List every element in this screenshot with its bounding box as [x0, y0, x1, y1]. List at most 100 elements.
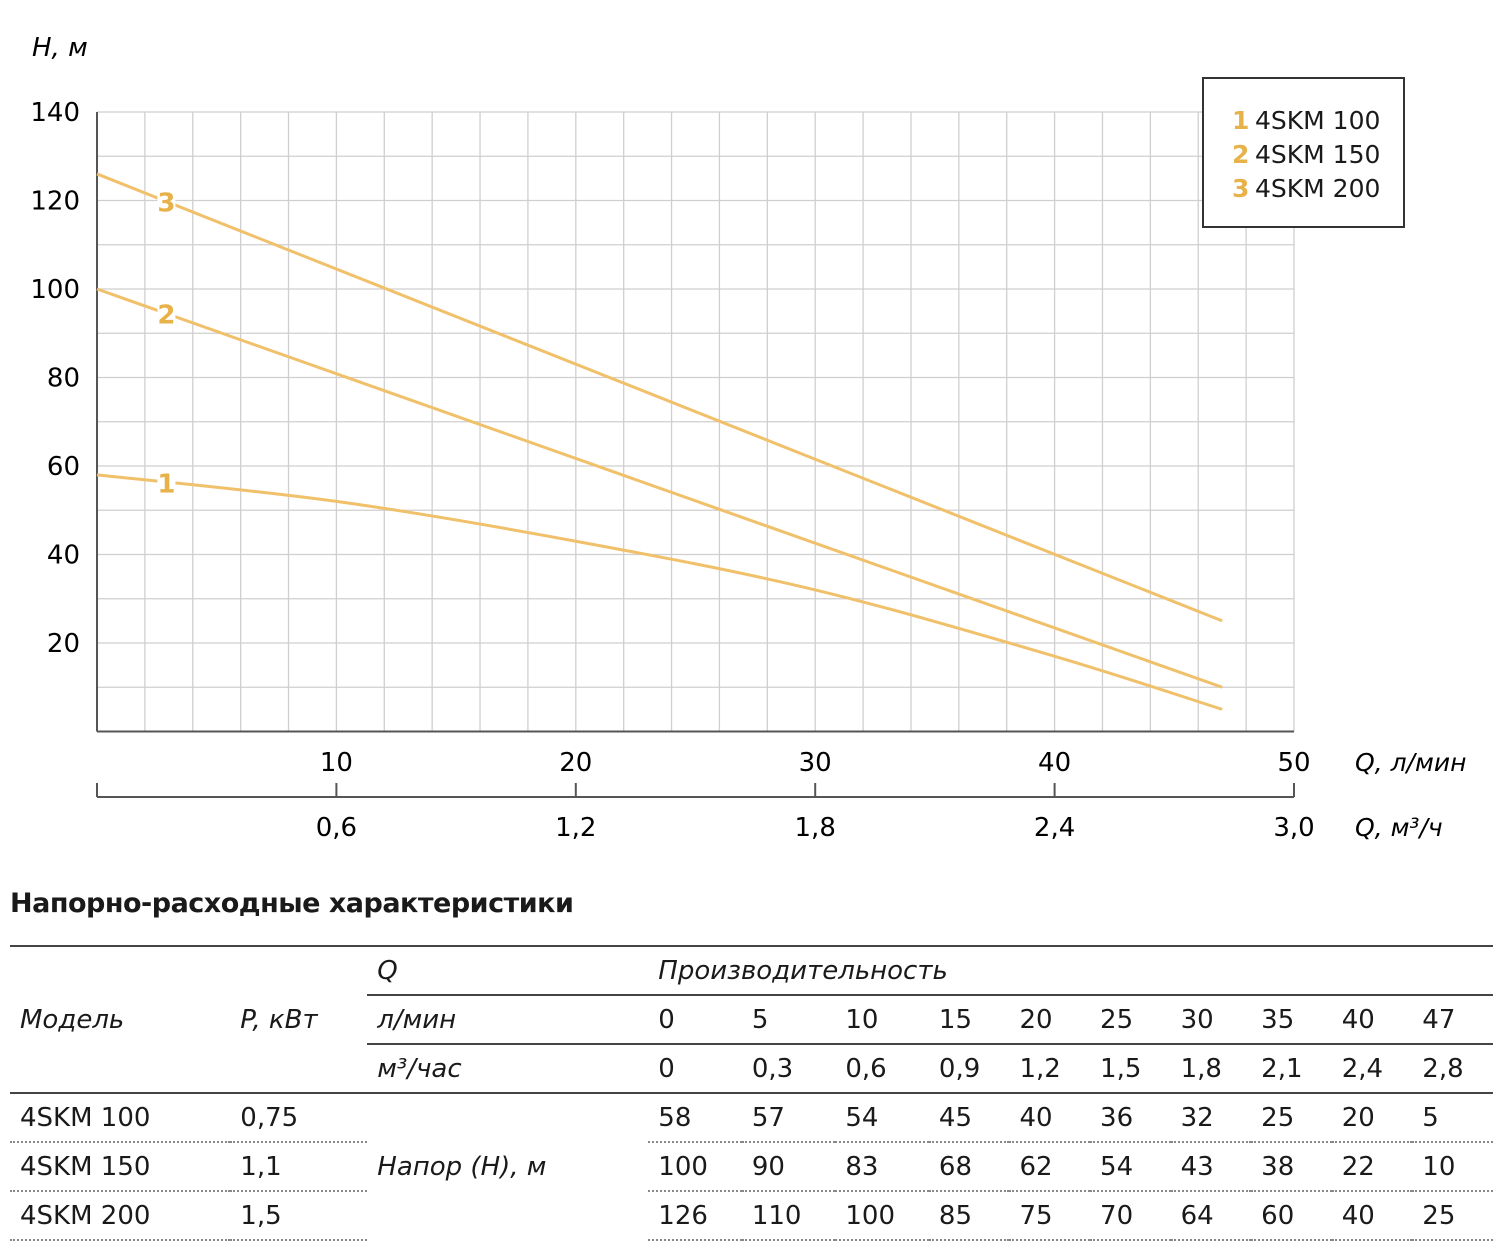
legend-entry: 4SKM 100	[1255, 106, 1380, 135]
m3-value: 0,9	[938, 1053, 981, 1084]
y-tick-label: 100	[30, 275, 80, 305]
lmin-value: 25	[1090, 995, 1171, 1045]
x2-tick-label: 3,0	[1273, 813, 1314, 843]
series-label: 1	[157, 470, 175, 500]
x-tick-label: 30	[799, 748, 832, 778]
y-tick-label: 120	[30, 187, 80, 217]
pump-performance-chart: 20 40 60 80 100 120 140 10 20 30 40 50 0,6 1,2 1,8 2,4 3…	[30, 33, 1466, 843]
y-tick-label: 80	[47, 364, 80, 394]
model-name: 4SKM 100	[10, 1092, 231, 1143]
head-value: 25	[1412, 1191, 1493, 1241]
y-tick-label: 40	[47, 541, 80, 571]
y-tick-label: 60	[47, 452, 80, 482]
m3-value: 2,4	[1341, 1053, 1384, 1084]
head-value: 70	[1090, 1191, 1171, 1241]
power-value: 1,5	[230, 1191, 368, 1241]
header-row: Модель P, кВт Q Производительность	[10, 945, 1493, 1093]
header-m3: м³/час	[377, 1053, 462, 1084]
head-value: 54	[835, 1092, 929, 1143]
series-label-bg	[157, 299, 176, 326]
header-lmin: л/мин	[367, 995, 649, 1045]
series-label: 2	[157, 301, 175, 331]
head-value: 38	[1251, 1142, 1332, 1192]
header-power: P, кВт	[230, 945, 368, 1093]
table-row: 4SKM 200 1,5 126 110 100 85 75 70 64 60 40 25	[10, 1191, 1493, 1241]
x2-axis-label: Q, м³/ч	[1355, 813, 1443, 842]
head-label: Напор (H), м	[367, 1092, 649, 1240]
head-value: 75	[1009, 1191, 1091, 1241]
head-value: 57	[741, 1092, 836, 1143]
lmin-value: 30	[1170, 995, 1252, 1045]
head-value: 110	[741, 1191, 836, 1241]
head-value: 83	[835, 1142, 929, 1192]
head-value: 100	[835, 1191, 929, 1241]
series-lines: 1 2 3	[96, 172, 1223, 711]
head-value: 68	[928, 1142, 1010, 1192]
lmin-value: 0	[648, 995, 742, 1045]
head-value: 54	[1090, 1142, 1171, 1192]
m3-value: 1,8	[1180, 1053, 1222, 1084]
x2-tick-label: 1,2	[555, 813, 596, 843]
series-label-bg	[157, 468, 176, 495]
m3-value: 0,6	[845, 1053, 887, 1084]
x2-tick-label: 0,6	[316, 813, 357, 843]
head-value: 40	[1009, 1092, 1091, 1143]
m3-value: 2,8	[1422, 1053, 1464, 1084]
header-q: Q	[367, 945, 649, 996]
head-value: 25	[1251, 1092, 1332, 1143]
grid	[96, 111, 1295, 732]
power-value: 0,75	[230, 1092, 368, 1143]
head-value: 126	[648, 1191, 742, 1241]
head-value: 32	[1170, 1092, 1252, 1143]
axes: 20 40 60 80 100 120 140 10 20 30 40 50 0,6 1,2 1,8 2,4 3…	[30, 98, 1314, 843]
series-label: 3	[157, 189, 175, 219]
lmin-value: 40	[1331, 995, 1413, 1045]
performance-table: Модель P, кВт Q Производительность л/мин 0 5 10…	[10, 945, 1493, 1241]
table-title: Напорно-расходные характеристики	[10, 888, 574, 919]
m3-value: 1,2	[1019, 1053, 1061, 1084]
legend-number: 3	[1232, 174, 1249, 203]
legend-entry: 4SKM 150	[1255, 140, 1380, 169]
x2-tick-label: 1,8	[795, 813, 836, 843]
lmin-value: 35	[1251, 995, 1332, 1045]
lmin-value: 20	[1009, 995, 1091, 1045]
x-tick-label: 10	[320, 748, 353, 778]
head-value: 10	[1412, 1142, 1493, 1192]
head-value: 64	[1170, 1191, 1252, 1241]
series-line-2	[96, 287, 1223, 689]
head-value: 58	[648, 1092, 742, 1143]
head-value: 36	[1090, 1092, 1171, 1143]
lmin-value: 47	[1412, 995, 1493, 1045]
header-row-lmin: л/мин 0 5 10 15 20 25 30 35 40 47	[10, 995, 1493, 1045]
model-name: 4SKM 200	[10, 1191, 231, 1241]
x-tick-label: 20	[559, 748, 592, 778]
legend-number: 1	[1232, 106, 1249, 135]
head-value: 100	[648, 1142, 742, 1192]
x-axis-label: Q, л/мин	[1355, 748, 1466, 777]
y-tick-label: 20	[47, 629, 80, 659]
m3-value: 1,5	[1100, 1053, 1142, 1084]
series-line-3	[96, 172, 1223, 623]
x2-tick-label: 2,4	[1034, 813, 1075, 843]
head-value: 22	[1331, 1142, 1413, 1192]
legend-entry: 4SKM 200	[1255, 174, 1380, 203]
table-row: 4SKM 150 1,1 100 90 83 68 62 54 43 38 22 10	[10, 1142, 1493, 1192]
header-row-m3: м³/час 0 0,3 0,6 0,9 1,2 1,5 1,8 2,1 2,4 2,8	[10, 1044, 1493, 1093]
x-tick-label: 50	[1277, 748, 1310, 778]
head-value: 20	[1331, 1092, 1413, 1143]
header-model: Модель	[10, 945, 231, 1093]
lmin-value: 15	[928, 995, 1010, 1045]
m3-value: 0	[658, 1053, 675, 1084]
head-value: 45	[928, 1092, 1010, 1143]
head-value: 60	[1251, 1191, 1332, 1241]
y-tick-label: 140	[30, 98, 80, 128]
y-axis-label: H, м	[32, 33, 88, 63]
series-label-bg	[157, 187, 176, 214]
head-value: 90	[741, 1142, 836, 1192]
head-value: 62	[1009, 1142, 1091, 1192]
lmin-value: 5	[741, 995, 836, 1045]
m3-value: 0,3	[751, 1053, 794, 1084]
series-line-1	[96, 473, 1223, 711]
legend-number: 2	[1232, 140, 1249, 169]
